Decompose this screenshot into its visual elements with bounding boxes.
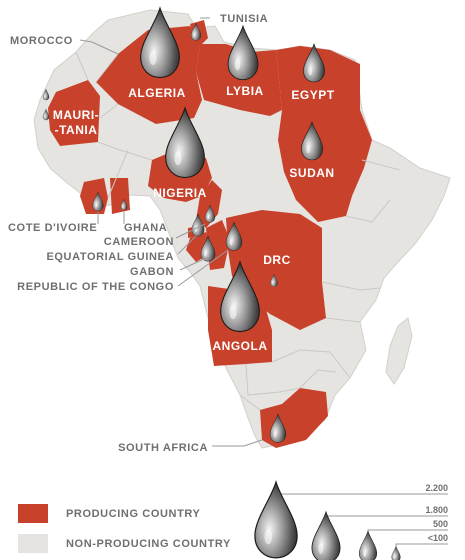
libya-shape [196, 44, 282, 116]
legend-label-non-producing: NON-PRODUCING COUNTRY [66, 538, 231, 550]
label-republic-of-the-congo: REPUBLIC OF THE CONGO [17, 281, 174, 293]
scale-drop-small-icon [359, 531, 377, 560]
scale-drop-medium-icon [312, 512, 340, 560]
label-south-africa: SOUTH AFRICA [118, 442, 208, 454]
label-mauritania-2: -TANIA [55, 123, 98, 137]
label-equatorial-guinea: EQUATORIAL GUINEA [46, 251, 174, 263]
label-nigeria: NIGERIA [153, 186, 207, 200]
legend-swatch-producing [18, 504, 48, 523]
label-mauritania-1: MAURI- [53, 108, 99, 122]
sudan-shape [278, 110, 372, 222]
label-gabon: GABON [130, 266, 174, 278]
scale-drop-large-icon [255, 482, 297, 558]
ghana-shape [110, 178, 130, 214]
drc-shape [226, 210, 326, 330]
label-morocco: MOROCCO [10, 35, 73, 47]
leader-lines [79, 17, 263, 447]
madagascar [385, 317, 413, 385]
label-egypt: EGYPT [291, 88, 334, 102]
drop-lybia-icon [228, 26, 258, 80]
label-drc: DRC [263, 253, 291, 267]
label-algeria: ALGERIA [128, 86, 186, 100]
label-tunisia: TUNISIA [220, 13, 268, 25]
mauritania-shape [48, 80, 100, 146]
label-angola: ANGOLA [213, 339, 268, 353]
label-cameroon: CAMEROON [104, 236, 174, 248]
scale-value-1: 2.200 [425, 483, 448, 493]
label-ghana: GHANA [124, 222, 167, 234]
cameroon-shape [196, 180, 222, 228]
scale-drop-tiny-icon [392, 546, 401, 560]
drop-size-scale: 2.200 1.800 500 <100 [255, 482, 448, 560]
scale-value-4: <100 [428, 533, 448, 543]
label-sudan: SUDAN [289, 166, 334, 180]
label-lybia: LYBIA [226, 84, 263, 98]
country-borders [75, 51, 401, 411]
legend-swatch-non-producing [18, 534, 48, 553]
label-cote-divoire: COTE D'IVOIRE [8, 222, 97, 234]
legend-label-producing: PRODUCING COUNTRY [66, 508, 201, 520]
scale-value-2: 1.800 [425, 505, 448, 515]
scale-value-3: 500 [433, 519, 448, 529]
